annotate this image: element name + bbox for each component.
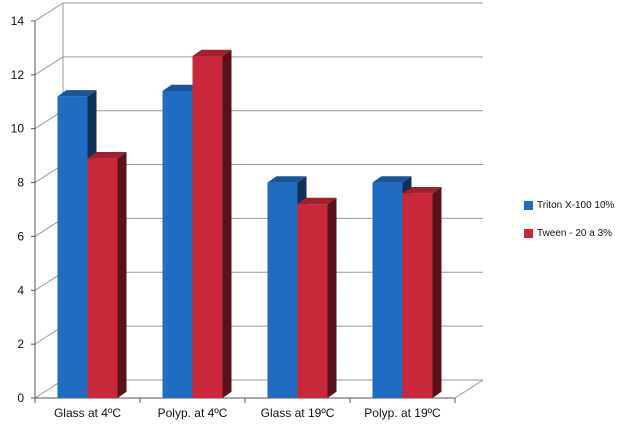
x-category-label: Polyp. at 4ºC [158, 406, 228, 420]
bar-front [297, 204, 328, 398]
legend-item-tween: Tween - 20 a 3% [524, 225, 614, 241]
x-axis-categories: Glass at 4ºC Polyp. at 4ºC Glass at 19ºC… [54, 406, 441, 420]
bar-top [192, 49, 232, 56]
bar-side [432, 187, 442, 398]
legend: Triton X-100 10% Tween - 20 a 3% [524, 197, 614, 253]
bar-front [162, 90, 193, 399]
gridline [34, 2, 64, 22]
bar [297, 197, 337, 398]
x-category-label: Glass at 19ºC [261, 406, 335, 420]
y-tick-label: 0 [17, 391, 24, 405]
legend-swatch [524, 228, 533, 238]
bar-side [327, 197, 337, 398]
bar-top [162, 84, 202, 91]
x-category-label: Polyp. at 19ºC [364, 406, 441, 420]
bar-top [57, 90, 97, 97]
bar [402, 187, 442, 398]
bar-front [372, 182, 403, 398]
y-tick-label: 2 [17, 337, 24, 351]
y-tick-label: 4 [17, 283, 24, 297]
bar-front [267, 182, 298, 398]
bar-side [222, 49, 232, 399]
bars [57, 49, 442, 399]
bar-top [267, 176, 307, 183]
bar-top [402, 187, 442, 194]
bar [192, 49, 232, 399]
y-tick-label: 10 [11, 122, 25, 136]
y-axis-ticks: 0 2 4 6 8 10 12 14 [11, 14, 25, 405]
x-category-label: Glass at 4ºC [54, 406, 121, 420]
legend-label: Tween - 20 a 3% [537, 227, 613, 239]
legend-swatch [524, 200, 533, 210]
bar-side [117, 152, 127, 398]
bar-top [87, 152, 127, 159]
y-tick-label: 6 [17, 229, 24, 243]
bar-top [297, 197, 337, 205]
bar [87, 152, 127, 398]
gridline [34, 56, 64, 76]
y-tick-label: 12 [11, 68, 25, 82]
bar-front [402, 193, 433, 398]
bar-top [372, 176, 412, 183]
y-tick-label: 14 [11, 14, 25, 28]
y-tick-label: 8 [17, 176, 24, 190]
legend-label: Triton X-100 10% [537, 199, 615, 211]
legend-item-triton: Triton X-100 10% [524, 197, 614, 213]
bar-front [192, 55, 223, 398]
floor-edge [454, 379, 484, 399]
bar-front [87, 158, 118, 398]
bar-front [57, 96, 88, 398]
